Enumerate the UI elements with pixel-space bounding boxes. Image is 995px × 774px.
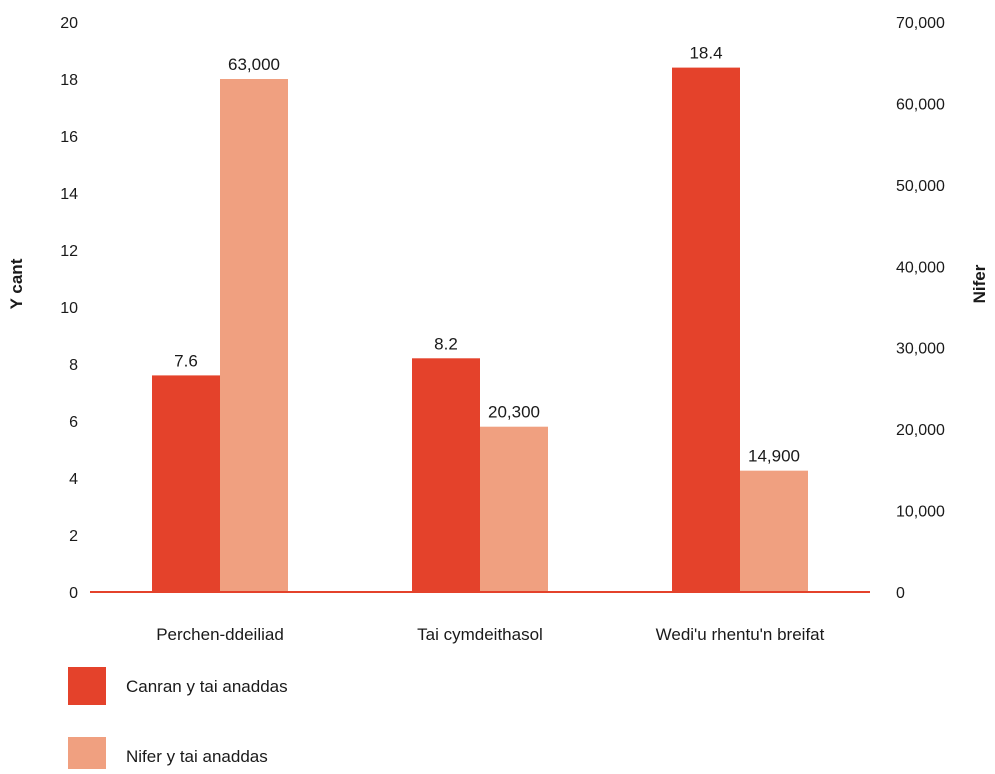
y-tick-label: 10: [60, 300, 78, 317]
bar-percent: [152, 375, 220, 592]
data-labels: 7.6 63,000 8.2 20,300 18.4 14,900: [174, 44, 800, 466]
y-tick-label: 18: [60, 72, 78, 89]
x-tick-label: Perchen-ddeiliad: [156, 625, 284, 644]
data-label: 63,000: [228, 55, 280, 74]
y-axis-title: Y cant: [7, 258, 26, 309]
y2-tick-label: 10,000: [896, 504, 945, 521]
bars: [152, 67, 808, 593]
y-tick-label: 20: [60, 15, 78, 32]
y-tick-label: 2: [69, 528, 78, 545]
data-label: 18.4: [689, 44, 722, 63]
y2-axis-title: Nifer: [970, 264, 989, 303]
bar-percent: [672, 67, 740, 593]
y2-tick-label: 20,000: [896, 422, 945, 439]
x-tick-label: Wedi'u rhentu'n breifat: [656, 625, 825, 644]
data-label: 14,900: [748, 447, 800, 466]
bar-count: [220, 79, 288, 592]
y2-tick-label: 50,000: [896, 178, 945, 195]
y2-tick-label: 40,000: [896, 259, 945, 276]
data-label: 8.2: [434, 334, 458, 353]
legend-swatch: [68, 667, 106, 705]
bar-percent: [412, 358, 480, 592]
category-labels: Perchen-ddeiliad Tai cymdeithasol Wedi'u r…: [156, 625, 824, 644]
y-tick-label: 4: [69, 471, 78, 488]
y-tick-label: 6: [69, 414, 78, 431]
legend-label: Canran y tai anaddas: [126, 677, 288, 696]
right-axis-ticks: 0 10,000 20,000 30,000 40,000 50,000 60,000 70,…: [896, 15, 945, 602]
bar-count: [740, 470, 808, 592]
y2-tick-label: 0: [896, 585, 905, 602]
legend-swatch: [68, 737, 106, 774]
y2-tick-label: 30,000: [896, 341, 945, 358]
left-axis-ticks: 0 2 4 6 8 10 12 14 16 18 20: [60, 15, 78, 602]
y-tick-label: 0: [69, 585, 78, 602]
y-tick-label: 16: [60, 129, 78, 146]
data-label: 20,300: [488, 403, 540, 422]
x-tick-label: Tai cymdeithasol: [417, 625, 543, 644]
y-tick-label: 12: [60, 243, 78, 260]
data-label: 7.6: [174, 351, 198, 370]
legend-label: Nifer y tai anaddas: [126, 747, 268, 766]
y-tick-label: 14: [60, 186, 78, 203]
legend: Canran y tai anaddas Nifer y tai anaddas: [68, 667, 288, 774]
bar-count: [480, 426, 548, 592]
y-tick-label: 8: [69, 357, 78, 374]
y2-tick-label: 70,000: [896, 15, 945, 32]
y2-tick-label: 60,000: [896, 96, 945, 113]
